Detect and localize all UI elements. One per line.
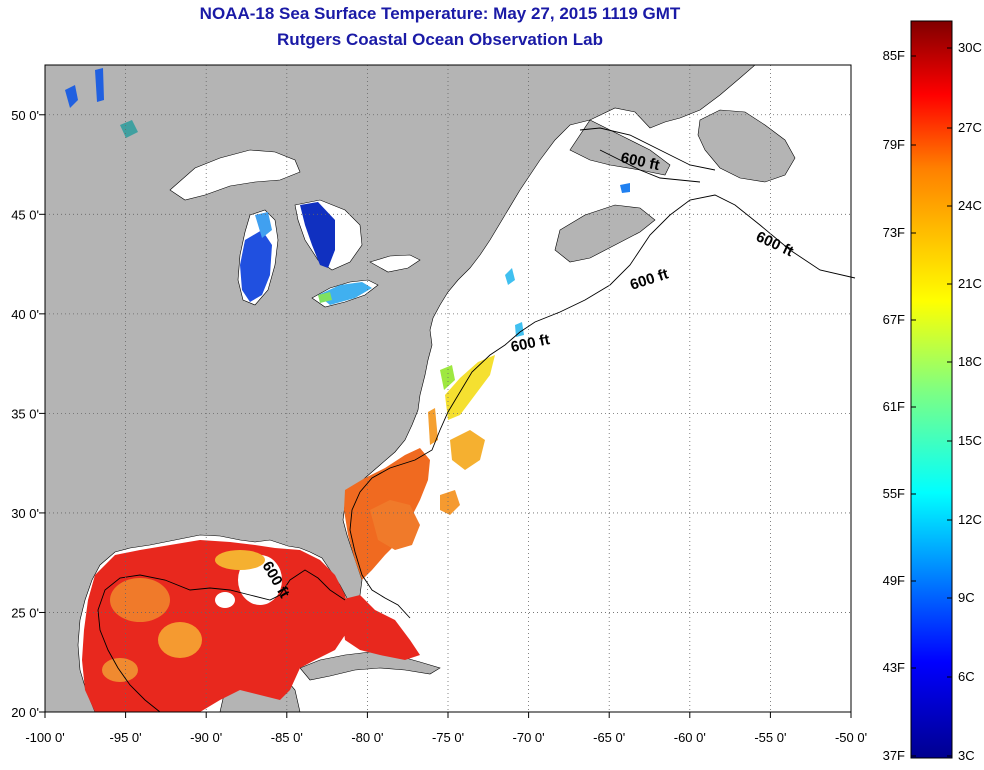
colorbar-celsius-label: 15C: [958, 433, 982, 448]
colorbar-fahrenheit-label: 49F: [883, 573, 905, 588]
sst-lake-michigan-warm: [255, 212, 272, 238]
sst-observations: [65, 68, 630, 712]
sst-new-york-bight: [515, 322, 524, 337]
colorbar-celsius-label: 24C: [958, 198, 982, 213]
lat-tick-label: 30 0': [11, 506, 39, 521]
map-axes: -100 0' -95 0' -90 0' -85 0' -80 0' -75 0' -70…: [11, 108, 867, 745]
quebec-coast-land: [569, 119, 671, 176]
depth-contour-600ft: [599, 149, 701, 183]
sst-gulf-stream-patch: [440, 490, 460, 515]
sst-gulf-warm-patch: [158, 622, 202, 658]
lon-tick-label: -50 0': [835, 730, 867, 745]
depth-contour-600ft: [97, 569, 346, 713]
colorbar-fahrenheit-label: 37F: [883, 748, 905, 763]
colorbar-fahrenheit-label: 79F: [883, 137, 905, 152]
colorbar-labels: 85F 79F 73F 67F 61F 55F 49F 43F 37F 30C 27C 24C 21C 1…: [883, 40, 982, 763]
lat-tick-label: 25 0': [11, 605, 39, 620]
colorbar-gradient: [910, 20, 953, 759]
colorbar-celsius-label: 30C: [958, 40, 982, 55]
chart-subtitle: Rutgers Coastal Ocean Observation Lab: [277, 30, 603, 49]
sst-florida-straits: [340, 595, 420, 660]
colorbar-fahrenheit-label: 85F: [883, 48, 905, 63]
sst-gulf-of-maine: [505, 268, 515, 285]
lon-tick-label: -85 0': [271, 730, 303, 745]
sst-gulf-warm-patch: [215, 550, 265, 570]
sst-chesapeake: [428, 408, 438, 445]
lat-tick-label: 50 0': [11, 108, 39, 123]
lon-tick-label: -70 0': [513, 730, 545, 745]
sst-mid-atlantic-shelf: [445, 355, 495, 420]
sst-gulf-st-lawrence: [620, 183, 630, 193]
colorbar-celsius-label: 21C: [958, 276, 982, 291]
lon-tick-label: -75 0': [432, 730, 464, 745]
sst-lake-michigan: [240, 230, 272, 302]
colorbar-fahrenheit-label: 67F: [883, 312, 905, 327]
colorbar-celsius-label: 27C: [958, 120, 982, 135]
colorbar-celsius-label: 3C: [958, 748, 975, 763]
sst-small-lake: [120, 120, 138, 138]
depth-contour-600ft: [349, 194, 856, 619]
lon-tick-label: -65 0': [593, 730, 625, 745]
sst-mid-atlantic-shelf: [440, 365, 455, 390]
colorbar-fahrenheit-label: 43F: [883, 660, 905, 675]
lon-tick-label: -55 0': [754, 730, 786, 745]
depth-contour-600ft: [579, 127, 716, 171]
lat-tick-label: 35 0': [11, 406, 39, 421]
chart-title: NOAA-18 Sea Surface Temperature: May 27,…: [199, 4, 681, 23]
colorbar-celsius-label: 9C: [958, 590, 975, 605]
newfoundland-land: [697, 109, 796, 183]
colorbar-fahrenheit-label: 61F: [883, 399, 905, 414]
colorbar-fahrenheit-label: 55F: [883, 486, 905, 501]
lon-tick-label: -90 0': [190, 730, 222, 745]
maritimes-land: [554, 204, 656, 263]
lon-tick-label: -100 0': [25, 730, 64, 745]
sst-lake-huron: [300, 202, 335, 268]
lake-ontario: [369, 254, 421, 273]
sst-southeast-atlantic: [370, 500, 420, 550]
lake-superior: [169, 149, 301, 201]
colorbar-celsius-label: 6C: [958, 669, 975, 684]
sst-small-lake: [95, 68, 104, 102]
lat-tick-label: 45 0': [11, 207, 39, 222]
lat-tick-label: 20 0': [11, 705, 39, 720]
sst-gulf-warm-patch: [102, 658, 138, 682]
colorbar-celsius-label: 18C: [958, 354, 982, 369]
sst-lake-erie-warm: [318, 292, 332, 303]
lon-tick-label: -60 0': [674, 730, 706, 745]
lon-tick-label: -95 0': [110, 730, 142, 745]
sst-gulf-warm-patch: [110, 578, 170, 622]
colorbar-celsius-label: 12C: [958, 512, 982, 527]
colorbar-fahrenheit-label: 73F: [883, 225, 905, 240]
lon-tick-label: -80 0': [351, 730, 383, 745]
lat-tick-label: 40 0': [11, 307, 39, 322]
sst-hudson-bay-lake: [65, 85, 78, 108]
sst-gulf-cool-patch: [215, 592, 235, 608]
sst-gulf-stream-patch: [450, 430, 485, 470]
